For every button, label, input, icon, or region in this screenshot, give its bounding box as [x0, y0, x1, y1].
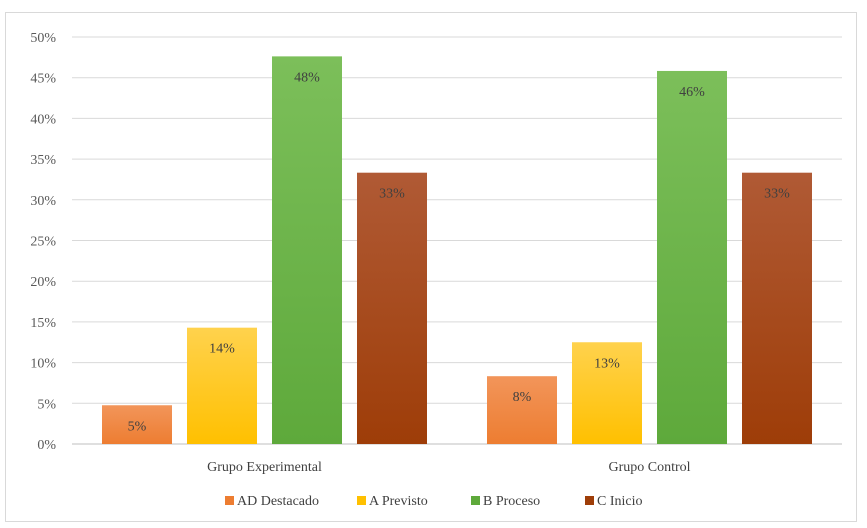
bar-c-inicio — [357, 172, 427, 445]
legend-swatch — [225, 496, 234, 505]
legend-item: AD Destacado — [225, 494, 319, 509]
data-label: 33% — [379, 187, 405, 202]
y-tick-label: 20% — [30, 275, 56, 290]
bar-a-previsto — [187, 327, 257, 444]
legend: AD Destacado A Previsto B Proceso C Inicio — [225, 494, 643, 509]
legend-label: A Previsto — [369, 494, 428, 509]
y-tick-label: 30% — [30, 194, 56, 209]
legend-label: B Proceso — [483, 494, 540, 509]
legend-swatch — [471, 496, 480, 505]
y-tick-label: 15% — [30, 316, 56, 331]
data-labels: 5% 14% 48% 33% 8% 13% 46% 33% — [128, 70, 791, 434]
bar-b-proceso — [272, 56, 342, 444]
data-label: 33% — [764, 187, 790, 202]
bar-ad-destacado — [102, 405, 172, 444]
y-tick-label: 0% — [37, 438, 56, 453]
data-label: 46% — [679, 85, 705, 100]
y-tick-label: 45% — [30, 72, 56, 87]
legend-item: B Proceso — [471, 494, 540, 509]
bar-b-proceso — [657, 70, 727, 445]
data-label: 13% — [594, 356, 620, 371]
y-tick-label: 5% — [37, 397, 56, 412]
data-label: 14% — [209, 342, 235, 357]
legend-swatch — [585, 496, 594, 505]
bar-ad-destacado — [487, 376, 557, 444]
data-label: 48% — [294, 70, 320, 85]
x-axis-categories: Grupo Experimental Grupo Control — [207, 460, 690, 475]
y-axis-ticks: 0% 5% 10% 15% 20% 25% 30% 35% 40% 45% 50% — [30, 31, 56, 453]
legend-swatch — [357, 496, 366, 505]
legend-label: AD Destacado — [237, 494, 319, 509]
legend-label: C Inicio — [597, 494, 643, 509]
y-tick-label: 35% — [30, 153, 56, 168]
data-label: 5% — [128, 419, 147, 434]
legend-item: A Previsto — [357, 494, 428, 509]
data-label: 8% — [513, 390, 532, 405]
x-category-label: Grupo Experimental — [207, 460, 322, 475]
bar-a-previsto — [572, 342, 642, 444]
bar-c-inicio — [742, 172, 812, 445]
y-tick-label: 40% — [30, 112, 56, 127]
y-tick-label: 10% — [30, 357, 56, 372]
bars — [102, 56, 812, 445]
legend-item: C Inicio — [585, 494, 643, 509]
y-tick-label: 25% — [30, 235, 56, 250]
y-tick-label: 50% — [30, 31, 56, 46]
x-category-label: Grupo Control — [608, 460, 690, 475]
